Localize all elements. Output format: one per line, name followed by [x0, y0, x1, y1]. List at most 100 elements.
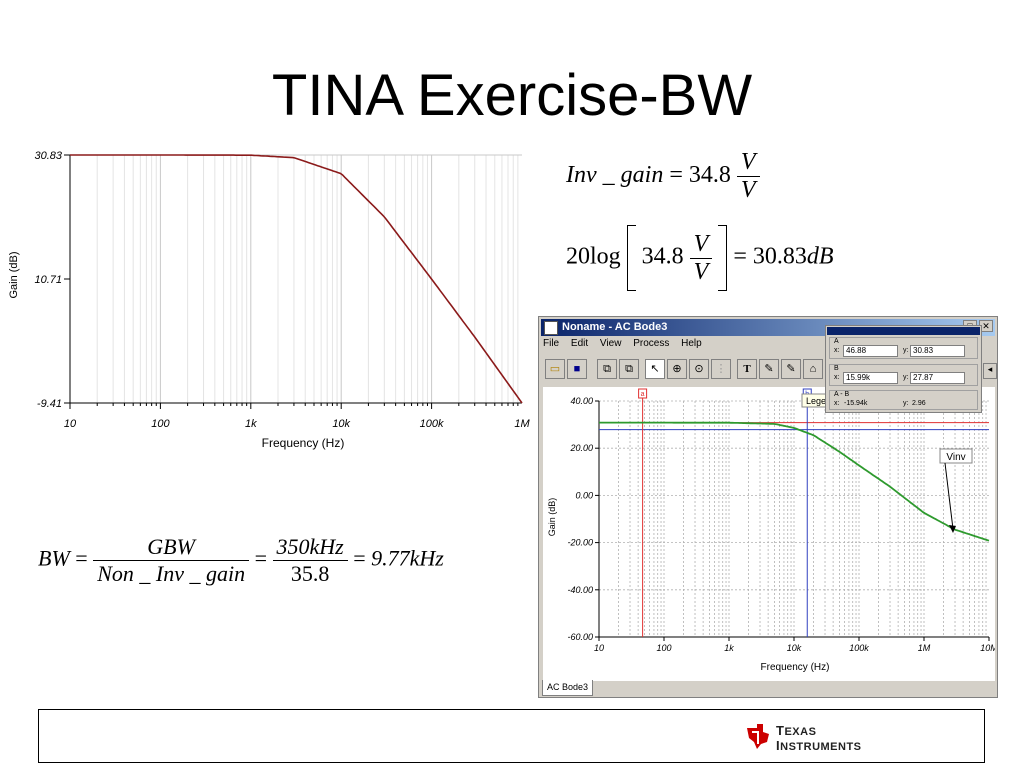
save-icon[interactable]: ■: [567, 359, 587, 379]
slide-title: TINA Exercise-BW: [271, 63, 753, 128]
cursor-b-group: B x: 15.99k y: 27.87: [829, 364, 978, 386]
gain-curve: [70, 154, 523, 404]
vinv-label-arrow: [944, 462, 954, 530]
gain-y-tick-label: 30.83: [34, 150, 62, 162]
bode-y-tick-label: 40.00: [570, 396, 593, 406]
bode-xlabel: Frequency (Hz): [761, 662, 830, 673]
cursor-a-y-label: y:: [903, 347, 909, 354]
menu-bar: File Edit View Process Help: [543, 338, 711, 354]
db-eq: =: [733, 243, 747, 270]
vinv-curve: [599, 421, 990, 542]
cursor-diff-y-value: 2.96: [912, 400, 926, 407]
vinv-label-arrowhead: [949, 525, 956, 533]
left-bracket: [626, 225, 636, 291]
gain-x-tick-label: 10k: [332, 418, 350, 430]
cursor-a-y-field[interactable]: 30.83: [910, 345, 965, 357]
ti-logo-text: TEXAS INSTRUMENTS: [776, 723, 862, 753]
footer-box: [38, 709, 985, 763]
db-result: 30.83: [752, 243, 807, 270]
window-title: Noname - AC Bode3: [562, 321, 668, 333]
cursor-b-y-field[interactable]: 27.87: [910, 372, 965, 384]
app-icon: [544, 321, 558, 335]
db-den: V: [689, 257, 713, 286]
marker-icon[interactable]: ✎: [781, 359, 801, 379]
bw-den2: 35.8: [272, 560, 348, 587]
bode-ylabel: Gain (dB): [547, 498, 557, 537]
db-equation: 20log 34.8 V V = 30.83dB: [566, 225, 834, 291]
cursor-a-label: A: [834, 338, 839, 345]
bw-eq1: =: [75, 545, 88, 571]
bode-x-tick-label: 10M: [980, 643, 995, 653]
db-value: 34.8: [641, 243, 684, 270]
label-icon[interactable]: ⌂: [803, 359, 823, 379]
gain-chart-ylabel: Gain (dB): [8, 251, 20, 298]
bode-y-tick-label: 20.00: [569, 443, 593, 453]
probe-icon[interactable]: ✎: [759, 359, 779, 379]
open-icon[interactable]: ▭: [545, 359, 565, 379]
zoom-in-icon[interactable]: ⊕: [667, 359, 687, 379]
menu-edit[interactable]: Edit: [570, 338, 589, 349]
pointer-icon[interactable]: ↖: [645, 359, 665, 379]
gain-y-tick-label: -9.41: [37, 398, 62, 410]
bw-lhs: BW: [38, 545, 70, 571]
cursor-a-x-label: x:: [834, 347, 840, 354]
text-icon[interactable]: T: [737, 359, 757, 379]
inv-gain-value: 34.8: [688, 162, 731, 189]
bode-x-tick-label: 100k: [849, 643, 869, 653]
bode-y-tick-label: -60.00: [567, 632, 593, 642]
cursor-panel: A x: 46.88 y: 30.83 B x: 15.99k y: 27.87…: [825, 325, 982, 413]
cursor-a-x-field[interactable]: 46.88: [843, 345, 898, 357]
db-unit: dB: [806, 243, 834, 270]
bw-equation: BW = GBW Non _ Inv _ gain = 350kHz 35.8 …: [38, 534, 444, 587]
inv-gain-eq: =: [669, 162, 683, 189]
cursor-panel-header[interactable]: [827, 327, 980, 335]
scroll-right-button[interactable]: ◂: [983, 363, 997, 379]
zoom-icon[interactable]: ⊙: [689, 359, 709, 379]
inv-gain-lhs: Inv _ gain: [566, 162, 664, 189]
bode-x-tick-label: 1k: [724, 643, 734, 653]
bw-num2: 350kHz: [276, 534, 344, 559]
gain-chart-xlabel: Frequency (Hz): [262, 436, 345, 450]
menu-process[interactable]: Process: [633, 338, 670, 349]
grid-icon[interactable]: ⋮: [711, 359, 731, 379]
cursor-diff-x-value: -15.94k: [844, 400, 868, 407]
ti-logo-icon: [747, 724, 769, 749]
cursor-b-x-field[interactable]: 15.99k: [843, 372, 898, 384]
bode-y-tick-label: 0.00: [575, 490, 593, 500]
copy-icon[interactable]: ⧉: [597, 359, 617, 379]
bw-eq2: =: [254, 545, 267, 571]
paste-icon[interactable]: ⧉: [619, 359, 639, 379]
db-prefix: 20log: [566, 243, 621, 270]
bw-eq3: =: [353, 545, 366, 571]
cursor-b-x-label: x:: [834, 374, 840, 381]
db-num: V: [693, 230, 709, 257]
bode-x-tick-label: 10: [594, 643, 604, 653]
bode-y-tick-label: -40.00: [567, 585, 593, 595]
tab-ac-bode3[interactable]: AC Bode3: [542, 680, 594, 696]
cursor-a-group: A x: 46.88 y: 30.83: [829, 337, 978, 359]
vinv-label: Vinv: [946, 452, 965, 463]
cursor-diff-y-label: y:: [903, 400, 909, 407]
inv-gain-num: V: [740, 149, 756, 175]
vinv-label-box: [939, 448, 973, 464]
cursor-diff-label: A - B: [834, 391, 850, 398]
inv-gain-den: V: [736, 176, 760, 204]
legend-label: Legend: [806, 396, 836, 406]
toolbar: ▭ ■ ⧉ ⧉ ↖ ⊕ ⊙ ⋮ T ✎ ✎ ⌂: [543, 359, 993, 383]
gain-x-tick-label: 1k: [245, 418, 257, 430]
gain-chart-axes: [69, 154, 522, 409]
gain-chart-grid: [69, 155, 519, 403]
bode-x-tick-label: 10k: [787, 643, 802, 653]
cursor-diff-group: A - B x: -15.94k y: 2.96: [829, 390, 978, 410]
menu-view[interactable]: View: [599, 338, 622, 349]
bode-x-tick-label: 1M: [918, 643, 931, 653]
gain-y-tick-label: 10.71: [34, 274, 62, 286]
gain-x-tick-label: 1M: [514, 418, 530, 430]
menu-file[interactable]: File: [543, 338, 560, 349]
cursor-a-marker-label: a: [641, 391, 645, 398]
cursor-b-y-label: y:: [903, 374, 909, 381]
cursor-a-marker: [638, 388, 648, 399]
gain-x-tick-label: 10: [64, 418, 77, 430]
menu-help[interactable]: Help: [681, 338, 702, 349]
cursor-diff-x-label: x:: [834, 400, 840, 407]
